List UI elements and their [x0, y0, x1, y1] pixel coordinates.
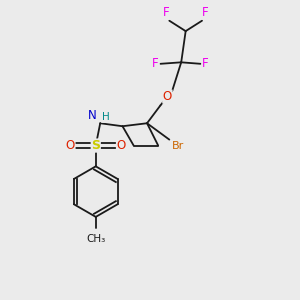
Text: Br: Br	[172, 141, 184, 151]
Text: F: F	[202, 57, 208, 70]
Text: O: O	[163, 90, 172, 103]
Text: CH₃: CH₃	[86, 233, 105, 244]
Text: F: F	[163, 6, 169, 19]
Text: O: O	[117, 139, 126, 152]
Text: O: O	[66, 139, 75, 152]
Text: S: S	[91, 139, 100, 152]
Text: F: F	[152, 57, 159, 70]
Text: H: H	[102, 112, 110, 122]
Text: N: N	[88, 109, 96, 122]
Text: F: F	[202, 6, 208, 19]
